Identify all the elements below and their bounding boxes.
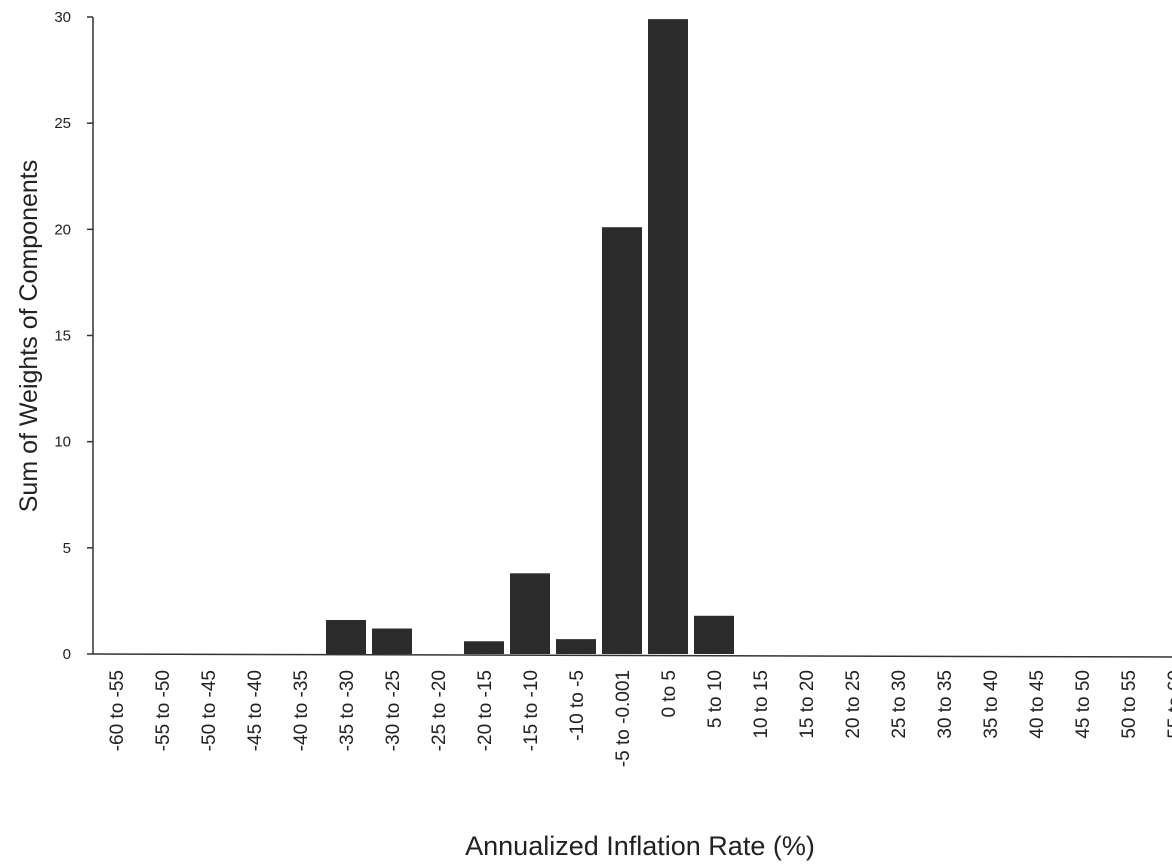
x-tick-label: 20 to 25 [843,670,864,739]
x-tick-label: -25 to -20 [429,670,450,751]
bar [602,227,642,654]
x-tick-label: 45 to 50 [1073,670,1094,739]
x-tick-label: -35 to -30 [337,670,358,751]
x-tick-label: -5 to -0.001 [613,670,634,767]
x-tick-label: -40 to -35 [291,670,312,751]
x-tick-label: 50 to 55 [1119,670,1140,739]
x-tick-label: 40 to 45 [1027,670,1048,739]
x-tick-label: 0 to 5 [659,670,680,718]
y-axis: 0 5 10 15 20 25 30 [54,9,94,663]
bar [372,628,412,654]
x-tick-label: 15 to 20 [797,670,818,739]
y-tick-label: 10 [54,434,71,451]
x-tick-label: 10 to 15 [751,670,772,739]
x-tick-label: 30 to 35 [935,670,956,739]
x-tick-label: -20 to -15 [475,670,496,751]
bar [694,615,734,654]
y-tick-label: 0 [63,646,71,663]
x-axis: -60 to -55 -55 to -50 -50 to -45 -45 to -40… [92,653,1172,767]
y-tick-label: 20 [54,221,71,238]
x-tick-label: 55 to 60 [1165,670,1172,739]
x-tick-label: -10 to -5 [567,670,588,741]
bar [326,620,366,654]
bar [464,641,504,654]
x-tick-label: 5 to 10 [705,670,726,728]
x-tick-label: -60 to -55 [107,670,128,751]
x-axis-label: Annualized Inflation Rate (%) [465,831,815,861]
bar [510,573,550,654]
y-tick-label: 30 [54,9,71,26]
x-tick-label: 25 to 30 [889,670,910,739]
x-axis-line [92,653,1172,658]
x-tick-label: -15 to -10 [521,670,542,751]
x-tick-label: -45 to -40 [245,670,266,751]
bars [326,19,734,654]
x-tick-label: -30 to -25 [383,670,404,751]
x-tick-label: -50 to -45 [199,670,220,751]
bar [648,19,688,654]
x-tick-label: -55 to -50 [153,670,174,751]
y-tick-label: 5 [63,540,71,557]
x-tick-label: 35 to 40 [981,670,1002,739]
bar [556,639,596,654]
y-axis-label: Sum of Weights of Components [15,160,43,513]
y-tick-label: 15 [54,328,71,345]
y-tick-label: 25 [54,115,71,132]
